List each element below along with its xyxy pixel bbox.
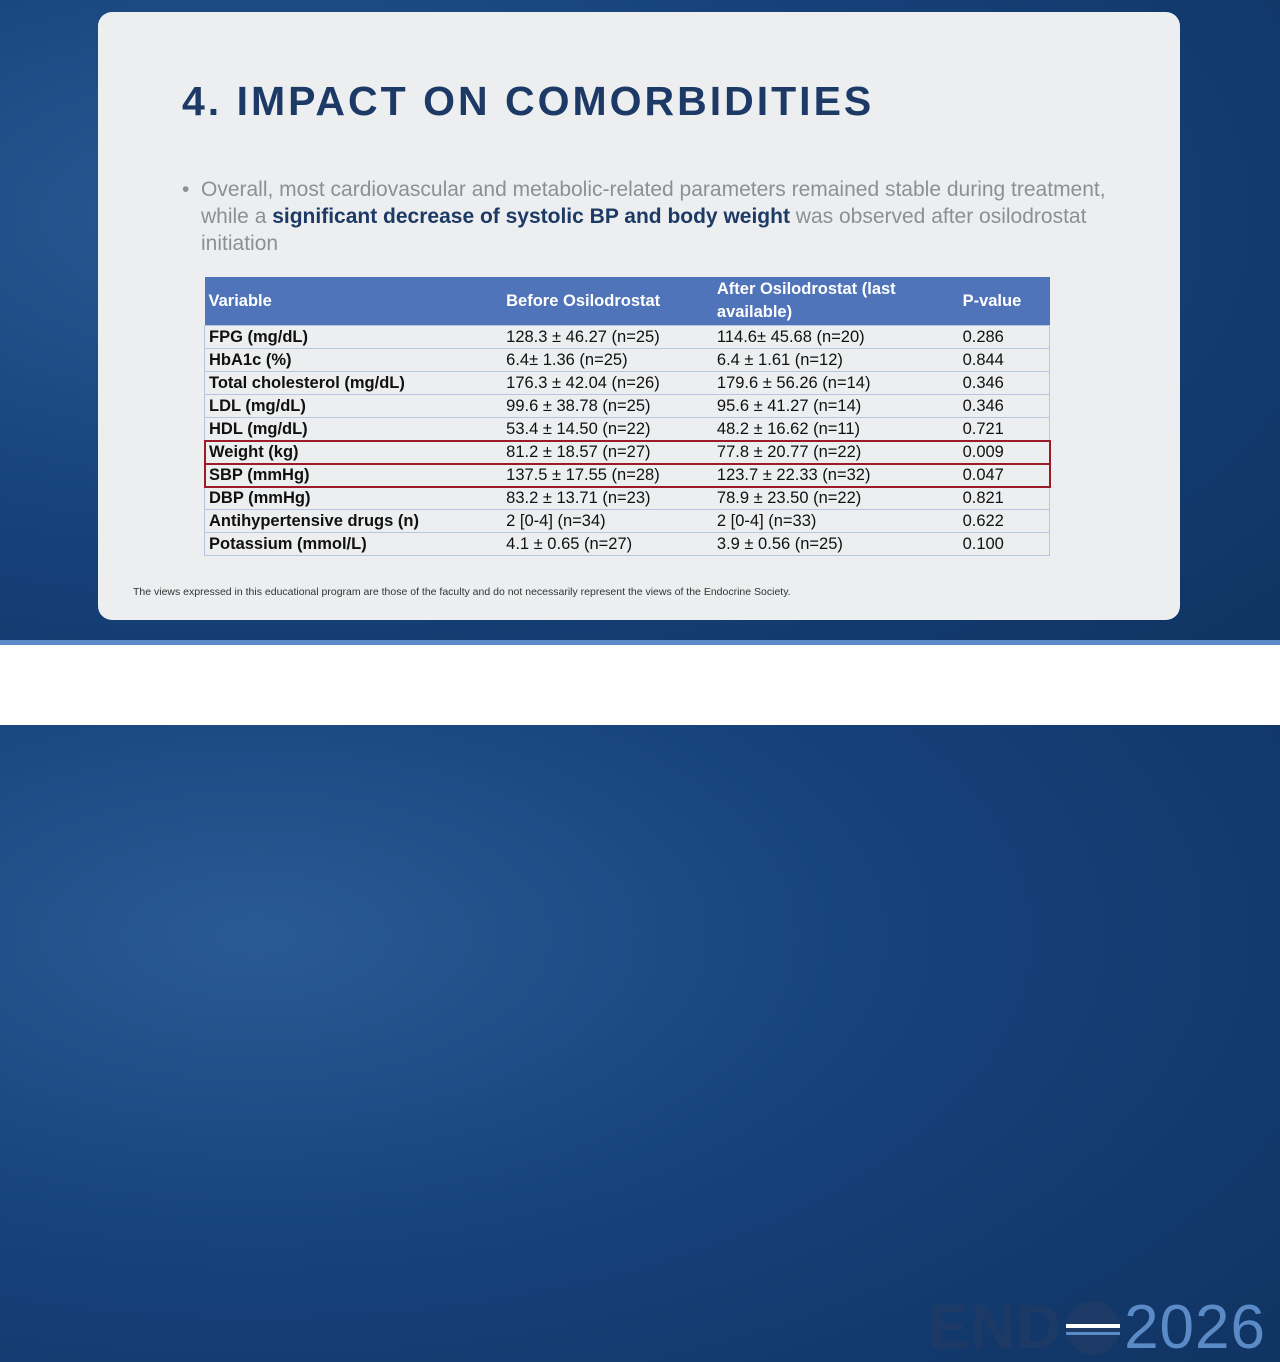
table-cell: HDL (mg/dL)	[204, 417, 503, 441]
table-cell: 2 [0-4] (n=34)	[502, 509, 713, 533]
table-cell: 95.6 ± 41.27 (n=14)	[712, 394, 959, 418]
table-cell: 78.9 ± 23.50 (n=22)	[712, 486, 959, 510]
table-cell: Weight (kg)	[204, 440, 503, 464]
table-cell: 4.1 ± 0.65 (n=27)	[502, 532, 713, 556]
logo-text: 2026	[1124, 1293, 1266, 1362]
footer-strip: END 2026	[0, 640, 1280, 1361]
table-cell: Antihypertensive drugs (n)	[204, 509, 503, 533]
table-cell: 0.844	[958, 348, 1050, 372]
header-cell: P-value	[958, 277, 1050, 326]
table-cell: Potassium (mmol/L)	[204, 532, 503, 556]
table-cell: FPG (mg/dL)	[204, 325, 503, 349]
table-cell: 128.3 ± 46.27 (n=25)	[502, 325, 713, 349]
table-row: Antihypertensive drugs (n) 2 [0-4] (n=34)…	[204, 509, 1050, 533]
table-row: HbA1c (%) 6.4± 1.36 (n=25) 6.4 ± 1.61 (n=1…	[204, 348, 1050, 372]
logo-text: END	[928, 1293, 1063, 1362]
table-row: Potassium (mmol/L) 4.1 ± 0.65 (n=27) 3.9 ±…	[204, 532, 1050, 556]
table-cell: 81.2 ± 18.57 (n=27)	[502, 440, 713, 464]
table-cell: 114.6± 45.68 (n=20)	[712, 325, 959, 349]
header-cell: After Osilodrostat (last available)	[712, 277, 959, 326]
table-cell: 0.346	[958, 371, 1050, 395]
header-cell: Before Osilodrostat	[502, 277, 713, 326]
table-cell: HbA1c (%)	[204, 348, 503, 372]
table-cell: 0.346	[958, 394, 1050, 418]
header-cell: Variable	[204, 277, 503, 326]
table-cell: 83.2 ± 13.71 (n=23)	[502, 486, 713, 510]
bullet-text: Overall, most cardiovascular and metabol…	[201, 178, 1106, 228]
table-row: Weight (kg) 81.2 ± 18.57 (n=27) 77.8 ± 20.…	[203, 439, 1051, 465]
table-row: Total cholesterol (mg/dL) 176.3 ± 42.04 (…	[204, 371, 1050, 395]
table-cell: 2 [0-4] (n=33)	[712, 509, 959, 533]
bullet-text: was observed after osilodrostat initiati…	[201, 205, 1087, 255]
table-row: LDL (mg/dL) 99.6 ± 38.78 (n=25) 95.6 ± 41.…	[204, 394, 1050, 418]
table-row: DBP (mmHg) 83.2 ± 13.71 (n=23) 78.9 ± 23.5…	[204, 486, 1050, 510]
table-cell: 176.3 ± 42.04 (n=26)	[502, 371, 713, 395]
table-cell: 0.821	[958, 486, 1050, 510]
table-cell: 0.009	[958, 440, 1050, 464]
table-cell: 123.7 ± 22.33 (n=32)	[712, 463, 959, 487]
table-cell: 0.622	[958, 509, 1050, 533]
header-row: Variable Before Osilodrostat After Osilodr…	[204, 277, 1050, 326]
table-cell: 6.4± 1.36 (n=25)	[502, 348, 713, 372]
table-cell: 77.8 ± 20.77 (n=22)	[712, 440, 959, 464]
table-cell: 0.286	[958, 325, 1050, 349]
table-cell: 0.100	[958, 532, 1050, 556]
logo: END 2026	[928, 1295, 1266, 1361]
slide-card: 4. IMPACT ON COMORBIDITIES Overall, most…	[98, 12, 1180, 620]
table-cell: 3.9 ± 0.56 (n=25)	[712, 532, 959, 556]
logo-globe	[1066, 1301, 1121, 1355]
bullet: Overall, most cardiovascular and metabol…	[182, 176, 1121, 257]
table-cell: DBP (mmHg)	[204, 486, 503, 510]
table-cell: 137.5 ± 17.55 (n=28)	[502, 463, 713, 487]
table-row: FPG (mg/dL) 128.3 ± 46.27 (n=25) 114.6± 45…	[204, 325, 1050, 349]
table-cell: 6.4 ± 1.61 (n=12)	[712, 348, 959, 372]
table-cell: SBP (mmHg)	[204, 463, 503, 487]
table-cell: 99.6 ± 38.78 (n=25)	[502, 394, 713, 418]
table-row: HDL (mg/dL) 53.4 ± 14.50 (n=22) 48.2 ± 16.…	[204, 417, 1050, 441]
slide-page: 4. IMPACT ON COMORBIDITIES Overall, most…	[0, 0, 1280, 720]
table-cell: 48.2 ± 16.62 (n=11)	[712, 417, 959, 441]
slide-title: 4. IMPACT ON COMORBIDITIES	[182, 78, 875, 124]
table-cell: LDL (mg/dL)	[204, 394, 503, 418]
table-cell: Total cholesterol (mg/dL)	[204, 371, 503, 395]
table-cell: 0.047	[958, 463, 1050, 487]
bullet-emphasis: significant decrease of systolic BP and …	[272, 205, 790, 228]
table-cell: 0.721	[958, 417, 1050, 441]
table-cell: 53.4 ± 14.50 (n=22)	[502, 417, 713, 441]
table-cell: 179.6 ± 56.26 (n=14)	[712, 371, 959, 395]
data-table: Variable Before Osilodrostat After Osilodr…	[203, 277, 1051, 556]
table-row: SBP (mmHg) 137.5 ± 17.55 (n=28) 123.7 ± 22…	[203, 462, 1051, 488]
disclaimer: The views expressed in this educational …	[133, 586, 791, 598]
